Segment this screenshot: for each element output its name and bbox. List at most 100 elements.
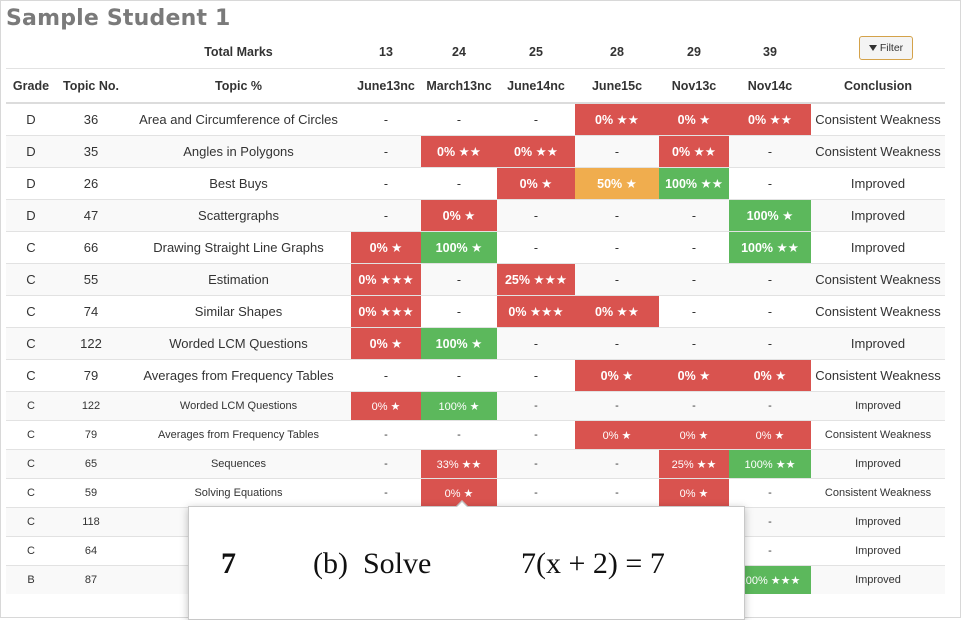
- table-row[interactable]: C 122 Worded LCM Questions 0% ★ 100% ★ - - - - Im…: [6, 327, 945, 360]
- grade-cell: B: [6, 565, 56, 594]
- table-row[interactable]: C 66 Drawing Straight Line Graphs 0% ★ 100% …: [6, 231, 945, 264]
- topic-cell: Best Buys: [126, 167, 351, 200]
- score-cell[interactable]: 100% ★★: [729, 231, 811, 264]
- score-cell[interactable]: 100% ★★: [659, 167, 729, 200]
- column-header-paper[interactable]: March13nc: [421, 68, 497, 104]
- score-cell[interactable]: 33% ★★: [421, 449, 497, 479]
- score-cell[interactable]: 0% ★★: [659, 135, 729, 168]
- total-marks-value: 13: [379, 45, 393, 59]
- score-cell[interactable]: 100% ★: [729, 199, 811, 232]
- score-cell[interactable]: 0% ★: [659, 420, 729, 450]
- empty-score-cell: -: [575, 231, 659, 264]
- table-row[interactable]: C 79 Averages from Frequency Tables - - -0% ★…: [6, 420, 945, 450]
- table-row[interactable]: C 74 Similar Shapes 0% ★★★ -0% ★★★ 0% ★★ - - Con…: [6, 295, 945, 328]
- score-cell[interactable]: 0% ★★: [575, 295, 659, 328]
- topic-cell: Solving Equations: [126, 478, 351, 508]
- empty-score-cell: -: [575, 135, 659, 168]
- empty-score-cell: -: [351, 167, 421, 200]
- topic-cell: Scattergraphs: [126, 199, 351, 232]
- grade-cell: C: [6, 449, 56, 479]
- grade-cell: C: [6, 391, 56, 421]
- topic-number-cell: 59: [56, 478, 126, 508]
- empty-score-cell: -: [421, 167, 497, 200]
- topic-number-cell: 122: [56, 391, 126, 421]
- score-cell[interactable]: 100% ★: [421, 327, 497, 360]
- score-cell[interactable]: 0% ★: [351, 391, 421, 421]
- empty-score-cell: -: [351, 102, 421, 136]
- popup-arrow-inner: [456, 502, 468, 508]
- empty-score-cell: -: [351, 478, 421, 508]
- topic-cell: Sequences: [126, 449, 351, 479]
- score-cell[interactable]: 25% ★★★: [497, 263, 575, 296]
- grade-cell: C: [6, 231, 56, 264]
- column-header-topic[interactable]: Topic %: [126, 68, 351, 104]
- column-header-conclusion[interactable]: Conclusion: [811, 68, 945, 104]
- table-row[interactable]: C 122 Worded LCM Questions 0% ★ 100% ★ - - - - Im…: [6, 391, 945, 421]
- table-row[interactable]: C 65 Sequences -33% ★★ - -25% ★★ 100% ★★ Improv…: [6, 449, 945, 479]
- empty-score-cell: -: [575, 199, 659, 232]
- score-cell[interactable]: 25% ★★: [659, 449, 729, 479]
- conclusion-cell: Improved: [811, 231, 945, 264]
- topic-cell: Averages from Frequency Tables: [126, 420, 351, 450]
- score-cell[interactable]: 0% ★: [659, 102, 729, 136]
- score-cell[interactable]: 0% ★★★: [351, 263, 421, 296]
- conclusion-cell: Consistent Weakness: [811, 135, 945, 168]
- score-cell[interactable]: 0% ★: [575, 420, 659, 450]
- score-cell[interactable]: 100% ★: [421, 231, 497, 264]
- topic-cell: Averages from Frequency Tables: [126, 359, 351, 392]
- column-header-paper[interactable]: Nov13c: [659, 68, 729, 104]
- grade-cell: C: [6, 263, 56, 296]
- score-cell[interactable]: 0% ★: [729, 359, 811, 392]
- column-header-paper[interactable]: June14nc: [497, 68, 575, 104]
- table-row[interactable]: C 59 Solving Equations -0% ★ - -0% ★ - Consiste…: [6, 478, 945, 508]
- topic-cell: Angles in Polygons: [126, 135, 351, 168]
- column-header-paper[interactable]: June15c: [575, 68, 659, 104]
- conclusion-cell: Consistent Weakness: [811, 263, 945, 296]
- column-header-grade[interactable]: Grade: [6, 68, 56, 104]
- filter-button[interactable]: Filter: [859, 36, 913, 60]
- table-row[interactable]: D 26 Best Buys - -0% ★ 50% ★ 100% ★★ - Improved: [6, 167, 945, 200]
- score-cell[interactable]: 0% ★: [729, 420, 811, 450]
- score-cell[interactable]: 0% ★★: [575, 102, 659, 136]
- table-row[interactable]: C 55 Estimation 0% ★★★ -25% ★★★ - - - Consistent…: [6, 263, 945, 296]
- table-row[interactable]: C 79 Averages from Frequency Tables - - -0% ★…: [6, 359, 945, 392]
- score-cell[interactable]: 0% ★: [351, 231, 421, 264]
- topic-number-cell: 26: [56, 167, 126, 200]
- total-marks-value: 39: [763, 45, 777, 59]
- grade-cell: C: [6, 507, 56, 537]
- score-cell[interactable]: 100% ★★: [729, 449, 811, 479]
- empty-score-cell: -: [497, 199, 575, 232]
- score-cell[interactable]: 100% ★: [421, 391, 497, 421]
- topic-number-cell: 122: [56, 327, 126, 360]
- score-cell[interactable]: 0% ★: [497, 167, 575, 200]
- empty-score-cell: -: [659, 263, 729, 296]
- empty-score-cell: -: [497, 102, 575, 136]
- score-cell[interactable]: 0% ★: [659, 359, 729, 392]
- grade-cell: C: [6, 478, 56, 508]
- table-row[interactable]: D 47 Scattergraphs -0% ★ - - -100% ★ Improved: [6, 199, 945, 232]
- column-header-topic-no[interactable]: Topic No.: [56, 68, 126, 104]
- score-cell[interactable]: 0% ★: [659, 478, 729, 508]
- topic-number-cell: 65: [56, 449, 126, 479]
- column-header-paper[interactable]: Nov14c: [729, 68, 811, 104]
- column-header-paper[interactable]: June13nc: [351, 68, 421, 104]
- score-cell[interactable]: 0% ★★: [497, 135, 575, 168]
- empty-score-cell: -: [497, 231, 575, 264]
- empty-score-cell: -: [729, 478, 811, 508]
- score-cell[interactable]: 0% ★★: [729, 102, 811, 136]
- total-marks-value: 25: [529, 45, 543, 59]
- score-cell[interactable]: 50% ★: [575, 167, 659, 200]
- score-cell[interactable]: 0% ★★: [421, 135, 497, 168]
- topic-cell: Drawing Straight Line Graphs: [126, 231, 351, 264]
- score-cell[interactable]: 0% ★: [421, 199, 497, 232]
- score-cell[interactable]: 0% ★★★: [497, 295, 575, 328]
- question-number: 7: [221, 547, 236, 580]
- grade-cell: D: [6, 199, 56, 232]
- score-cell[interactable]: 0% ★: [575, 359, 659, 392]
- empty-score-cell: -: [729, 327, 811, 360]
- score-cell[interactable]: 0% ★★★: [351, 295, 421, 328]
- conclusion-cell: Consistent Weakness: [811, 359, 945, 392]
- table-row[interactable]: D 36 Area and Circumference of Circles - - -0…: [6, 102, 945, 136]
- table-row[interactable]: D 35 Angles in Polygons -0% ★★ 0% ★★ -0% ★★ - C…: [6, 135, 945, 168]
- score-cell[interactable]: 0% ★: [351, 327, 421, 360]
